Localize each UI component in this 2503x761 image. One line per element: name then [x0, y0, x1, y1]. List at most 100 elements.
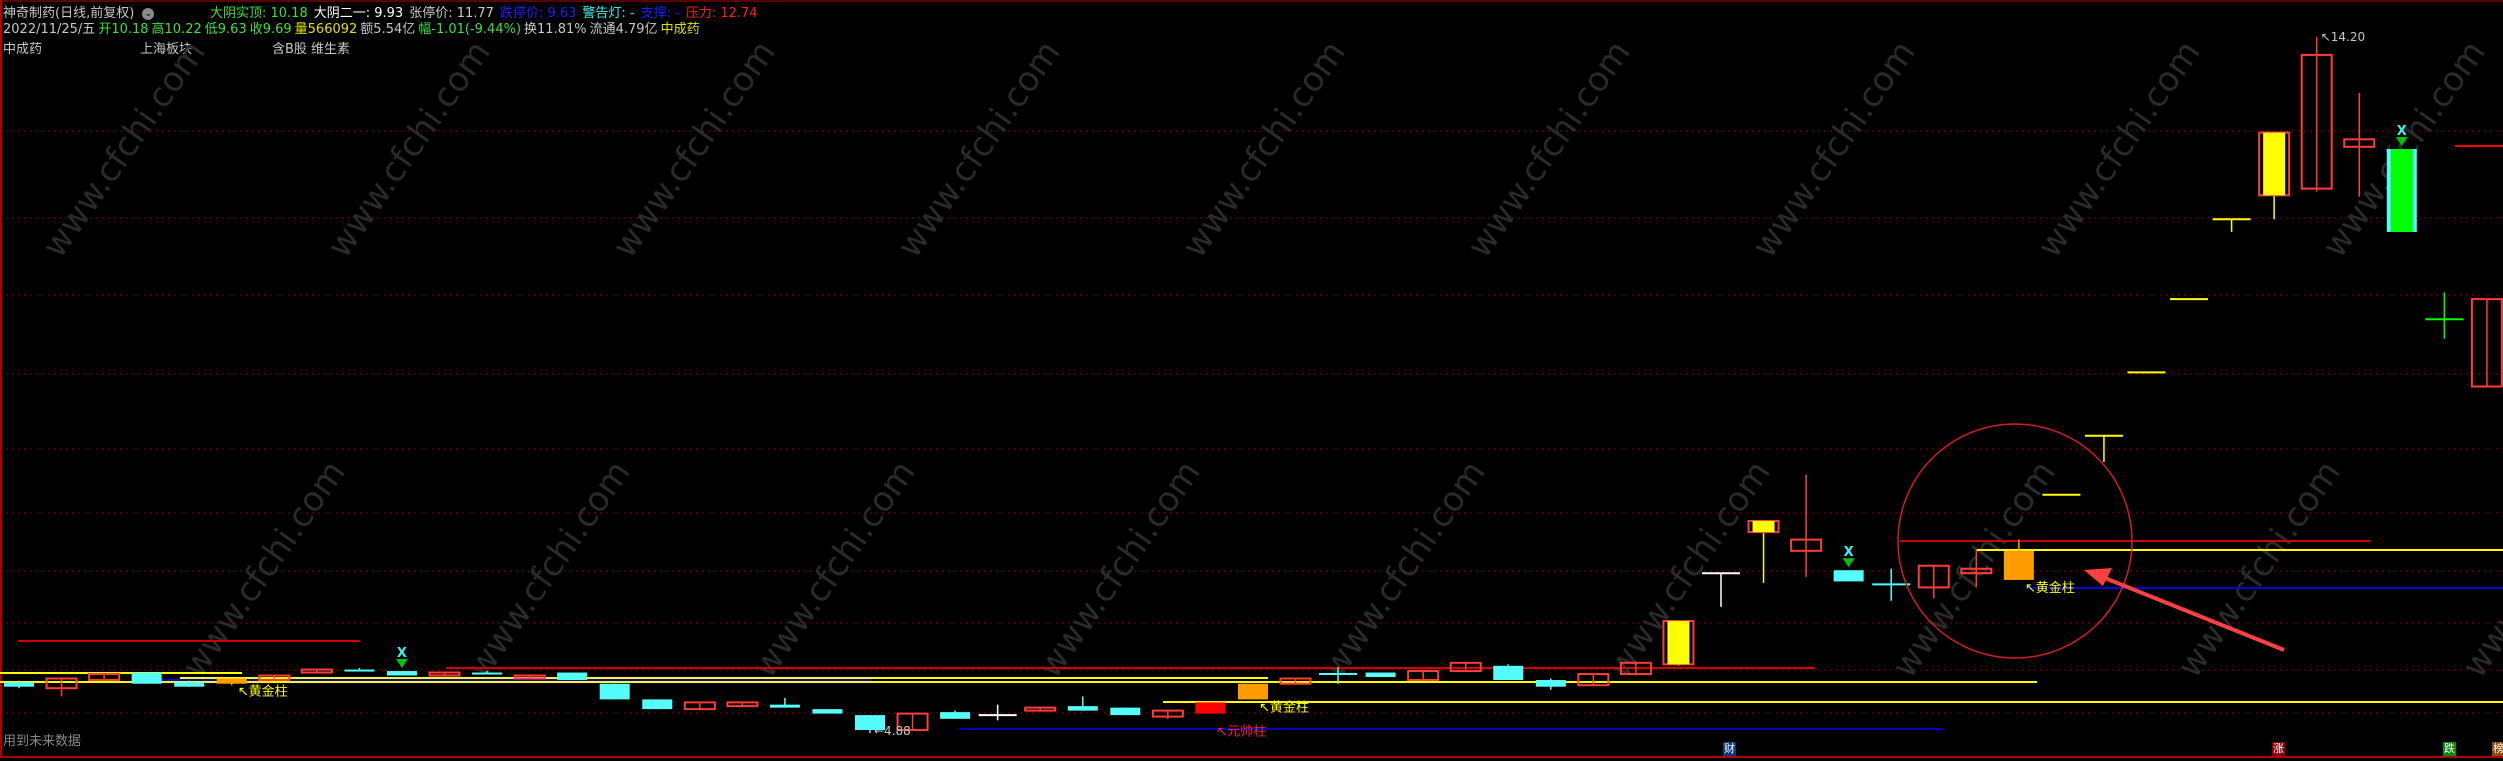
quote-field: 流通4.79亿 — [589, 22, 658, 37]
future-data-note: 用到未来数据 — [3, 734, 82, 749]
low-price-label: ←4.88 — [874, 724, 911, 738]
indicator-6: 压力: 12.74 — [685, 6, 758, 21]
candle-body-up — [1619, 661, 1652, 676]
candle-body-up — [300, 668, 333, 674]
candle-body-gold — [216, 678, 247, 684]
candle-body-down — [344, 669, 375, 672]
tag-finance[interactable]: 财 — [1723, 742, 1736, 756]
signal-x-icon: X — [1844, 545, 1854, 560]
candle-body-up — [1407, 670, 1440, 681]
quote-field: 换11.81% — [524, 22, 587, 37]
watermark: www.cfchi.com — [35, 33, 214, 265]
candle-body-up — [1449, 661, 1482, 673]
candle-body-down — [472, 672, 503, 675]
candle-body-up — [88, 673, 121, 681]
candle-body-up — [1577, 673, 1610, 687]
candle-body-down — [1493, 665, 1524, 680]
chevron-down-circle-icon[interactable]: ⌄ — [142, 7, 155, 20]
candle-body-up — [513, 674, 546, 680]
title-row: 神奇制药(日线,前复权) ⌄ — [3, 2, 158, 21]
pointer-arrow-icon — [2084, 568, 2112, 586]
candle-body-gold — [1237, 683, 1268, 700]
candle-body-up — [1279, 677, 1312, 685]
candle-body-up — [258, 674, 291, 681]
quote-field: 低9.63 — [204, 22, 247, 37]
candle-body-up — [428, 671, 461, 677]
watermark: www.cfchi.com — [1175, 33, 1354, 265]
indicator-5: 支撑: - — [640, 6, 680, 21]
indicator-1: 大阴二一: 9.93 — [313, 6, 404, 21]
candle-body-up — [1960, 567, 1993, 575]
candle-body-down — [855, 715, 885, 731]
candle-body-down — [599, 683, 630, 700]
watermark: www.cfchi.com — [320, 33, 499, 265]
pointer-arrow-shaft — [2099, 574, 2285, 652]
highlight-circle — [1897, 423, 2133, 659]
candle-body-up — [2300, 53, 2333, 190]
quote-field: 收9.69 — [249, 22, 292, 37]
sector-concept[interactable]: 含B股 维生素 — [272, 42, 351, 57]
tag-ranking[interactable]: 榜 — [2492, 742, 2503, 756]
candle-annotation: ↖黄金柱 — [2025, 580, 2075, 596]
tag-rise[interactable]: 涨 — [2272, 742, 2285, 756]
stock-title: 神奇制药(日线,前复权) — [3, 6, 135, 21]
candle-body-up — [683, 701, 716, 711]
candle-body-down — [1833, 570, 1864, 582]
watermark: www.cfchi.com — [2170, 453, 2349, 685]
candle-body-up — [1024, 706, 1057, 712]
candle-body-down — [1365, 672, 1396, 678]
quote-field: 幅-1.01(-9.44%) — [418, 22, 522, 37]
watermark: www.cfchi.com — [1460, 33, 1639, 265]
candle-body-gold — [2003, 550, 2034, 580]
indicator-0: 大阴实顶: 10.18 — [210, 6, 308, 21]
candle-body-down — [131, 672, 162, 684]
candle-body-down — [174, 682, 205, 687]
indicator-readout: 大阴实顶: 10.18 大阴二一: 9.93 张停价: 11.77 跌停价: 9.63… — [210, 2, 764, 21]
candle-body-down — [940, 712, 971, 719]
watermark: www.cfchi.com — [1315, 453, 1494, 685]
watermark: www.cfchi.com — [890, 33, 1069, 265]
candle-body-down — [642, 699, 673, 710]
candle-annotation: ↖元帅柱 — [1216, 725, 1266, 740]
watermark: www.cfchi.com — [2455, 453, 2503, 685]
candle-body-limit — [2263, 132, 2286, 196]
watermark: www.cfchi.com — [745, 453, 924, 685]
candle-body-up — [1917, 564, 1950, 589]
quote-field: 中成药 — [660, 22, 700, 37]
quote-row: 2022/11/25/五 开10.18 高10.22 低9.63 收9.69 量56609… — [3, 18, 703, 37]
candle-body-up — [1790, 538, 1823, 552]
watermark: www.cfchi.com — [605, 33, 784, 265]
candle-body-up — [726, 701, 759, 708]
watermark: www.cfchi.com — [175, 453, 354, 685]
watermark: www.cfchi.com — [2030, 33, 2209, 265]
candle-body-up — [896, 712, 929, 732]
sector-industry[interactable]: 中成药 — [3, 42, 43, 57]
candle-body-down — [769, 704, 800, 708]
quote-field: 额5.54亿 — [360, 22, 416, 37]
candle-body-down — [386, 671, 417, 676]
candle-body-down — [1110, 707, 1141, 716]
candle-body-down — [812, 709, 843, 714]
sector-region[interactable]: 上海板块 — [140, 42, 193, 57]
tag-fall[interactable]: 跌 — [2443, 742, 2456, 756]
signal-arrow-icon — [1842, 558, 1855, 568]
candle-body-up — [2470, 298, 2503, 388]
candle-body-limit — [1667, 620, 1690, 665]
quote-field: 2022/11/25/五 — [3, 22, 96, 37]
quote-field: 量566092 — [294, 22, 358, 37]
candle-body-down-limit — [2390, 149, 2413, 232]
signal-x-icon: X — [2397, 124, 2407, 139]
signal-arrow-icon — [395, 659, 408, 669]
candle-annotation: ↖黄金柱 — [1259, 699, 1309, 715]
candle-body-up — [45, 677, 78, 690]
indicator-4: 警告灯: - — [582, 6, 635, 21]
signal-arrow-icon — [2395, 137, 2408, 147]
candle-body-up — [1151, 709, 1184, 718]
candle-body-down — [1067, 706, 1098, 711]
indicator-3: 跌停价: 9.63 — [499, 6, 577, 21]
candle-body-down — [1535, 679, 1566, 687]
candle-body-up — [2343, 138, 2376, 148]
candle-body-down — [557, 672, 588, 680]
high-price-label: ↖14.20 — [2321, 30, 2365, 44]
